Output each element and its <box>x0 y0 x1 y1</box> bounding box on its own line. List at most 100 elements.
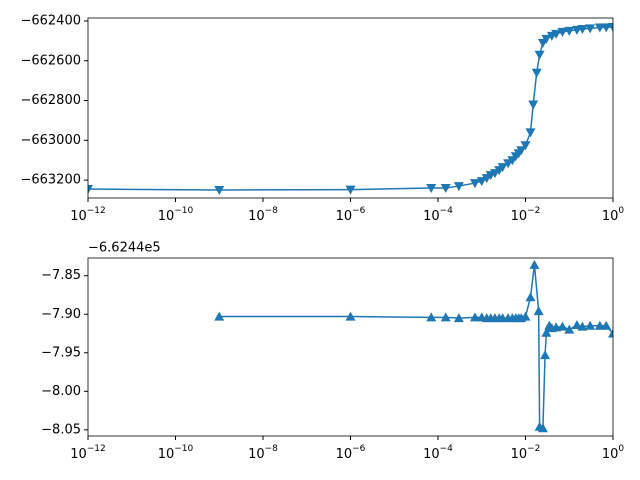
tick-exponent: 0 <box>618 444 624 454</box>
tick-exponent: −6 <box>352 444 366 454</box>
tick-base: 10 <box>511 447 528 462</box>
marker <box>577 24 588 34</box>
y-tick-label: −7.85 <box>41 268 81 283</box>
x-tick-label: 100 <box>602 444 625 462</box>
tick-exponent: −12 <box>87 206 106 216</box>
marker <box>214 186 225 196</box>
marker <box>345 185 356 195</box>
marker <box>528 100 539 110</box>
marker <box>497 163 508 173</box>
y-tick-label: −7.90 <box>41 307 81 322</box>
marker <box>577 321 588 331</box>
y-tick-label: −8.00 <box>41 384 81 399</box>
tick-base: 10 <box>423 209 440 224</box>
tick-base: 10 <box>336 447 353 462</box>
tick-exponent: 0 <box>618 206 624 216</box>
tick-exponent: −2 <box>527 444 540 454</box>
tick-exponent: −10 <box>174 444 193 454</box>
marker <box>453 313 464 323</box>
marker <box>440 184 451 194</box>
tick-base: 10 <box>423 447 440 462</box>
x-tick-label: 10−2 <box>511 444 541 462</box>
axes-frame <box>87 17 614 199</box>
offset-text: −6.6244e5 <box>88 241 161 256</box>
marker <box>594 320 605 330</box>
tick-exponent: −8 <box>265 206 279 216</box>
y-tick-label: −7.95 <box>41 345 81 360</box>
marker <box>557 321 568 331</box>
y-tick-label: −662800 <box>20 93 81 108</box>
tick-base: 10 <box>158 447 175 462</box>
tick-exponent: −8 <box>265 444 279 454</box>
tick-exponent: −4 <box>440 444 454 454</box>
tick-base: 10 <box>70 447 87 462</box>
tick-base: 10 <box>602 209 619 224</box>
marker <box>426 184 437 194</box>
tick-base: 10 <box>248 447 265 462</box>
marker <box>608 328 613 338</box>
series-line <box>88 26 613 191</box>
marker <box>520 311 531 321</box>
tick-base: 10 <box>336 209 353 224</box>
tick-base: 10 <box>158 209 175 224</box>
tick-base: 10 <box>70 209 87 224</box>
y-tick-label: −662400 <box>20 13 81 28</box>
y-tick-label: −662600 <box>20 53 81 68</box>
x-tick-label: 10−2 <box>511 206 541 224</box>
tick-exponent: −10 <box>174 206 193 216</box>
marker <box>585 320 596 330</box>
marker <box>533 306 544 316</box>
marker <box>571 320 582 330</box>
marker <box>516 146 527 156</box>
marker <box>525 128 536 138</box>
x-tick-label: 10−6 <box>336 444 366 462</box>
marker <box>214 311 225 321</box>
y-tick-label: −8.05 <box>41 422 81 437</box>
marker <box>540 350 551 360</box>
tick-exponent: −2 <box>527 206 540 216</box>
marker <box>534 50 545 60</box>
marker <box>453 182 464 192</box>
marker <box>608 22 613 32</box>
marker <box>88 185 93 195</box>
tick-exponent: −4 <box>440 206 454 216</box>
marker <box>531 68 542 78</box>
marker <box>564 324 575 334</box>
marker <box>537 423 548 433</box>
x-tick-label: 100 <box>602 206 625 224</box>
y-tick-label: −663000 <box>20 133 81 148</box>
x-tick-label: 10−10 <box>158 444 194 462</box>
tick-exponent: −6 <box>352 206 366 216</box>
x-tick-label: 10−4 <box>423 444 453 462</box>
marker <box>541 327 552 337</box>
x-tick-label: 10−4 <box>423 206 453 224</box>
x-tick-label: 10−12 <box>70 206 106 224</box>
marker <box>551 29 562 39</box>
marker <box>601 320 612 330</box>
marker <box>426 312 437 322</box>
marker <box>541 34 552 44</box>
marker <box>585 24 596 34</box>
subplot: −663200−663000−662800−662600−66240010−12… <box>20 13 624 223</box>
marker <box>594 23 605 33</box>
marker <box>557 27 568 37</box>
series-line <box>219 264 613 430</box>
marker <box>345 311 356 321</box>
data-layer <box>88 22 613 196</box>
marker <box>601 23 612 33</box>
y-tick-label: −663200 <box>20 173 81 188</box>
tick-exponent: −12 <box>87 444 106 454</box>
marker <box>476 177 487 187</box>
x-tick-label: 10−6 <box>336 206 366 224</box>
marker <box>469 312 480 322</box>
marker <box>525 292 536 302</box>
marker <box>520 141 531 151</box>
tick-base: 10 <box>511 209 528 224</box>
marker <box>440 312 451 322</box>
x-tick-label: 10−12 <box>70 444 106 462</box>
marker <box>564 26 575 36</box>
x-tick-label: 10−10 <box>158 206 194 224</box>
